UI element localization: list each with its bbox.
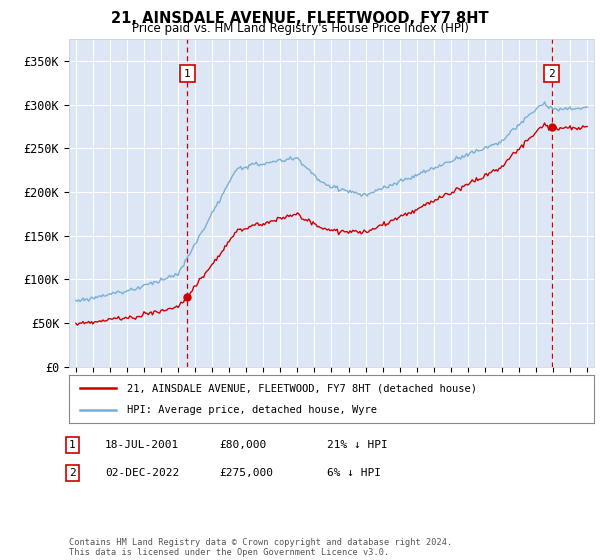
Text: Price paid vs. HM Land Registry's House Price Index (HPI): Price paid vs. HM Land Registry's House … [131, 22, 469, 35]
Text: 21, AINSDALE AVENUE, FLEETWOOD, FY7 8HT (detached house): 21, AINSDALE AVENUE, FLEETWOOD, FY7 8HT … [127, 383, 477, 393]
Text: 02-DEC-2022: 02-DEC-2022 [105, 468, 179, 478]
Text: 21% ↓ HPI: 21% ↓ HPI [327, 440, 388, 450]
Text: Contains HM Land Registry data © Crown copyright and database right 2024.
This d: Contains HM Land Registry data © Crown c… [69, 538, 452, 557]
Text: 2: 2 [548, 68, 555, 78]
Text: 21, AINSDALE AVENUE, FLEETWOOD, FY7 8HT: 21, AINSDALE AVENUE, FLEETWOOD, FY7 8HT [111, 11, 489, 26]
Text: HPI: Average price, detached house, Wyre: HPI: Average price, detached house, Wyre [127, 405, 377, 415]
Text: 1: 1 [69, 440, 76, 450]
Text: £275,000: £275,000 [219, 468, 273, 478]
Text: 1: 1 [184, 68, 191, 78]
Text: 18-JUL-2001: 18-JUL-2001 [105, 440, 179, 450]
Text: 2: 2 [69, 468, 76, 478]
Text: 6% ↓ HPI: 6% ↓ HPI [327, 468, 381, 478]
Text: £80,000: £80,000 [219, 440, 266, 450]
